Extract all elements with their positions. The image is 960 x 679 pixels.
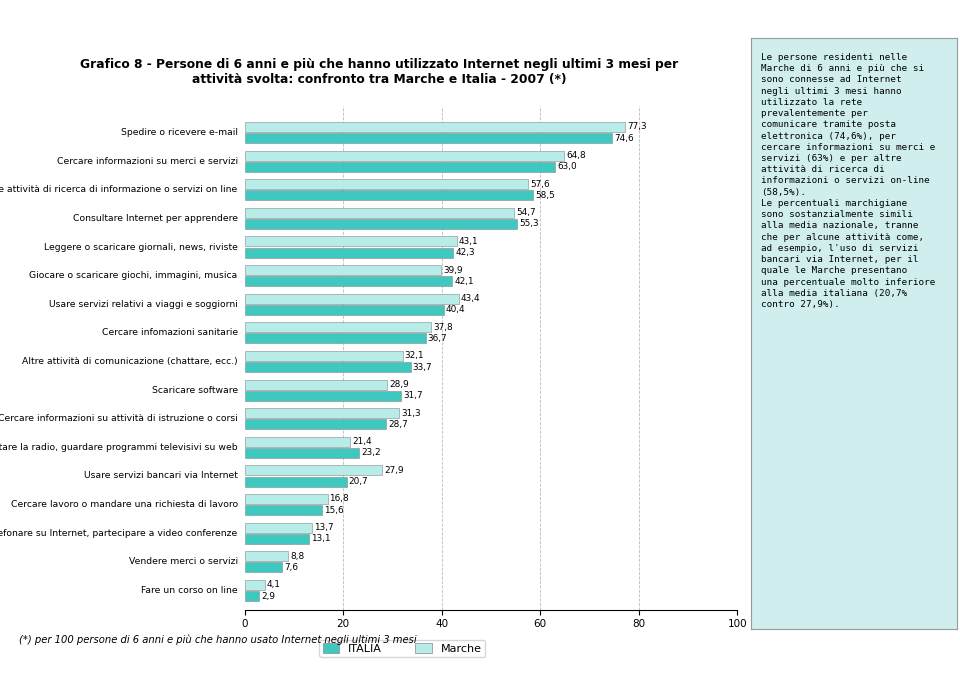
Bar [245,437,350,447]
Bar [245,562,282,572]
Text: 37,8: 37,8 [433,323,453,332]
Bar [245,408,399,418]
Text: 42,3: 42,3 [455,248,474,257]
Text: 43,4: 43,4 [461,294,480,303]
Text: 13,7: 13,7 [314,523,334,532]
Bar [245,323,431,332]
Text: 36,7: 36,7 [427,334,447,343]
Text: 4,1: 4,1 [267,581,281,589]
Text: 31,7: 31,7 [403,391,422,400]
Text: Cercare informazioni su merci e servizi: Cercare informazioni su merci e servizi [57,157,238,166]
Bar [245,276,452,287]
Text: Cercare informazioni su attività di istruzione o corsi: Cercare informazioni su attività di istr… [0,414,238,423]
Bar [245,333,425,344]
Text: Consultare Internet per apprendere: Consultare Internet per apprendere [73,214,238,223]
Text: Altre attività di comunicazione (chattare, ecc.): Altre attività di comunicazione (chattar… [22,357,238,366]
Text: 28,9: 28,9 [389,380,409,389]
Text: 27,9: 27,9 [384,466,404,475]
Bar [245,265,442,275]
Text: Ascoltare la radio, guardare programmi televisivi su web: Ascoltare la radio, guardare programmi t… [0,443,238,452]
Text: 11: 11 [937,658,953,672]
Bar [245,523,312,532]
Bar [245,236,457,246]
Text: 33,7: 33,7 [413,363,432,371]
Text: 31,3: 31,3 [401,409,420,418]
Text: 2,9: 2,9 [261,591,276,600]
Text: 39,9: 39,9 [444,265,463,274]
Bar [245,477,347,487]
Bar [245,420,386,429]
Bar [245,465,382,475]
Text: Leggere o scaricare giornali, news, riviste: Leggere o scaricare giornali, news, rivi… [44,242,238,251]
Text: Spedire o ricevere e-mail: Spedire o ricevere e-mail [121,128,238,137]
Bar [245,390,401,401]
Text: Le tecnologie dell'informazione e della comunicazione: disponibilità nelle famig: Le tecnologie dell'informazione e della … [7,10,710,20]
Bar [245,448,359,458]
Text: Cercare lavoro o mandare una richiesta di lavoro: Cercare lavoro o mandare una richiesta d… [11,500,238,509]
Text: Fare un corso on line: Fare un corso on line [141,586,238,595]
Text: Altre attività di ricerca di informazione o servizi on line: Altre attività di ricerca di informazion… [0,185,238,194]
Bar [245,351,403,361]
Text: 54,7: 54,7 [516,208,536,217]
Legend: ITALIA, Marche: ITALIA, Marche [320,640,486,657]
Text: (*) per 100 persone di 6 anni e più che hanno usato Internet negli ultimi 3 mesi: (*) per 100 persone di 6 anni e più che … [19,635,417,645]
Text: Giocare o scaricare giochi, immagini, musica: Giocare o scaricare giochi, immagini, mu… [30,271,238,280]
Text: Cercare infomazioni sanitarie: Cercare infomazioni sanitarie [102,329,238,337]
Text: 15,6: 15,6 [324,506,344,515]
Text: 77,3: 77,3 [628,122,647,132]
Text: Scaricare software: Scaricare software [152,386,238,394]
Bar [245,551,288,562]
Bar [245,591,259,601]
Text: 13,1: 13,1 [311,534,331,543]
Text: 23,2: 23,2 [361,448,381,458]
Text: 16,8: 16,8 [329,494,349,504]
Bar [245,162,555,172]
Bar [245,133,612,143]
Text: 40,4: 40,4 [445,306,466,314]
Bar [245,248,453,257]
Text: Telefonare su Internet, partecipare a video conferenze: Telefonare su Internet, partecipare a vi… [0,529,238,538]
Text: Le persone residenti nelle
Marche di 6 anni e più che si
sono connesse ad Intern: Le persone residenti nelle Marche di 6 a… [761,53,935,309]
Bar [245,208,515,218]
Text: 42,1: 42,1 [454,277,473,286]
Text: 20,7: 20,7 [348,477,369,486]
Bar [245,380,387,390]
Text: Elaborazione P.F. Sistema Informativo Statistico Regione Marche su dati ISTAT: Elaborazione P.F. Sistema Informativo St… [7,660,468,669]
Text: 64,8: 64,8 [565,151,586,160]
Text: 28,7: 28,7 [388,420,408,429]
Text: 58,5: 58,5 [535,191,555,200]
Bar [245,179,528,189]
Bar [245,293,459,304]
Bar [245,534,309,544]
Text: 7,6: 7,6 [284,563,299,572]
Text: 32,1: 32,1 [405,352,424,361]
Text: 63,0: 63,0 [557,162,577,171]
Bar [245,505,322,515]
Bar [245,580,265,590]
Text: Usare servizi bancari via Internet: Usare servizi bancari via Internet [84,471,238,481]
Text: 43,1: 43,1 [459,237,479,246]
Text: Usare servizi relativi a viaggi e soggiorni: Usare servizi relativi a viaggi e soggio… [49,299,238,309]
Text: 57,6: 57,6 [531,180,550,189]
Bar [245,151,564,160]
Bar [245,305,444,315]
Bar [245,219,517,229]
Text: 21,4: 21,4 [352,437,372,446]
Bar [245,122,626,132]
Text: Vendere merci o servizi: Vendere merci o servizi [129,557,238,566]
Text: Grafico 8 - Persone di 6 anni e più che hanno utilizzato Internet negli ultimi 3: Grafico 8 - Persone di 6 anni e più che … [80,58,679,86]
Bar [245,190,533,200]
Text: 55,3: 55,3 [519,219,539,228]
Text: 8,8: 8,8 [290,552,304,561]
Text: 74,6: 74,6 [614,134,634,143]
Bar [245,494,327,504]
Bar [245,362,411,372]
